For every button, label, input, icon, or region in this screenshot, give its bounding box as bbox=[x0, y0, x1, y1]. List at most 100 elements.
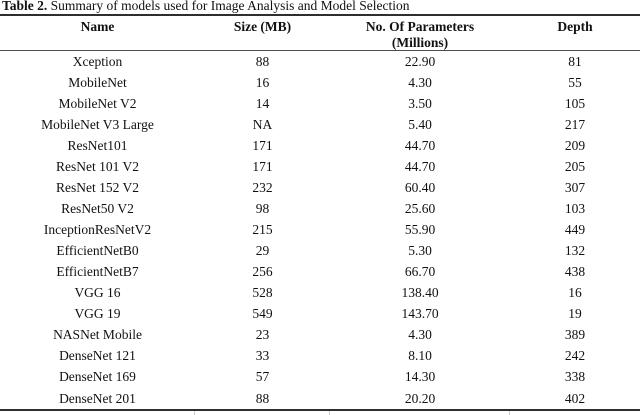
model-name-cell: ResNet 152 V2 bbox=[56, 179, 139, 195]
params-cell: 138.40 bbox=[401, 285, 439, 301]
column-header-parameters: No. Of Parameters (Millions) bbox=[330, 19, 510, 50]
size-cell: 88 bbox=[255, 53, 270, 69]
size-cell: 171 bbox=[252, 137, 273, 153]
model-name-cell: NASNet Mobile bbox=[53, 327, 142, 343]
cropped-next-row-borders bbox=[0, 411, 640, 415]
depth-cell: 16 bbox=[568, 285, 582, 301]
model-name-cell: ResNet 101 V2 bbox=[56, 158, 139, 174]
params-cell: 25.60 bbox=[404, 200, 436, 216]
params-cell: 8.10 bbox=[408, 348, 432, 364]
params-cell: 44.70 bbox=[404, 158, 436, 174]
model-name-cell: Xception bbox=[72, 53, 123, 69]
table-header-rule bbox=[0, 50, 640, 51]
params-cell: 4.30 bbox=[408, 74, 432, 90]
params-cell: 20.20 bbox=[404, 390, 436, 406]
table-caption-text: Summary of models used for Image Analysi… bbox=[47, 0, 410, 13]
size-cell: 549 bbox=[252, 306, 273, 322]
table-row: DenseNet 201 88 20.20 402 bbox=[0, 388, 640, 409]
table-row: VGG 16 528 138.40 16 bbox=[0, 283, 640, 304]
model-name-cell: MobileNet V3 Large bbox=[41, 116, 154, 132]
params-cell: 5.30 bbox=[408, 243, 432, 259]
model-name-cell: EfficientNetB7 bbox=[56, 264, 139, 280]
table-header-row: Name Size (MB) No. Of Parameters (Millio… bbox=[0, 16, 640, 50]
depth-cell: 242 bbox=[564, 348, 586, 364]
params-cell: 143.70 bbox=[401, 306, 439, 322]
depth-cell: 217 bbox=[564, 116, 586, 132]
size-cell: 23 bbox=[255, 327, 270, 343]
column-header-parameters-line1: No. Of Parameters bbox=[365, 19, 475, 34]
size-cell: 98 bbox=[255, 200, 270, 216]
depth-cell: 209 bbox=[564, 137, 586, 153]
table-row: MobileNet V2 14 3.50 105 bbox=[0, 93, 640, 114]
model-name-cell: DenseNet 169 bbox=[59, 369, 136, 385]
table-caption: Table 2. Summary of models used for Imag… bbox=[2, 0, 640, 13]
params-cell: 60.40 bbox=[404, 179, 436, 195]
depth-cell: 389 bbox=[564, 327, 586, 343]
model-name-cell: MobileNet V2 bbox=[58, 95, 137, 111]
table-caption-number: Table 2. bbox=[2, 0, 48, 13]
depth-cell: 105 bbox=[564, 95, 586, 111]
depth-cell: 81 bbox=[568, 53, 582, 69]
column-header-parameters-line2: (Millions) bbox=[391, 34, 449, 50]
size-cell: 16 bbox=[255, 74, 270, 90]
size-cell: 14 bbox=[255, 95, 270, 111]
size-cell: 528 bbox=[252, 285, 273, 301]
model-name-cell: ResNet101 bbox=[67, 137, 128, 153]
table-row: EfficientNetB0 29 5.30 132 bbox=[0, 241, 640, 262]
size-cell: 57 bbox=[255, 369, 270, 385]
table-row: ResNet 101 V2 171 44.70 205 bbox=[0, 156, 640, 177]
params-cell: 66.70 bbox=[404, 264, 436, 280]
params-cell: 14.30 bbox=[404, 369, 436, 385]
model-name-cell: EfficientNetB0 bbox=[56, 243, 139, 259]
table-row: ResNet 152 V2 232 60.40 307 bbox=[0, 177, 640, 198]
depth-cell: 55 bbox=[568, 74, 582, 90]
size-cell: 29 bbox=[255, 243, 270, 259]
size-cell: 88 bbox=[255, 390, 270, 406]
depth-cell: 307 bbox=[564, 179, 586, 195]
table-row: DenseNet 121 33 8.10 242 bbox=[0, 346, 640, 367]
size-cell: 256 bbox=[252, 264, 273, 280]
model-name-cell: DenseNet 121 bbox=[59, 348, 136, 364]
size-cell: 215 bbox=[252, 222, 273, 238]
column-header-name: Name bbox=[80, 19, 115, 34]
table-row: DenseNet 169 57 14.30 338 bbox=[0, 367, 640, 388]
depth-cell: 449 bbox=[564, 222, 586, 238]
params-cell: 44.70 bbox=[404, 137, 436, 153]
model-name-cell: MobileNet bbox=[68, 74, 127, 90]
depth-cell: 19 bbox=[568, 306, 582, 322]
column-divider-tick bbox=[194, 411, 195, 415]
model-name-cell: InceptionResNetV2 bbox=[43, 222, 152, 238]
table-row: InceptionResNetV2 215 55.90 449 bbox=[0, 220, 640, 241]
model-name-cell: ResNet50 V2 bbox=[61, 200, 134, 216]
depth-cell: 205 bbox=[564, 158, 586, 174]
depth-cell: 103 bbox=[564, 200, 586, 216]
table-row: Xception 88 22.90 81 bbox=[0, 51, 640, 72]
depth-cell: 338 bbox=[564, 369, 586, 385]
column-divider-tick bbox=[509, 411, 510, 415]
table-bottom-rule bbox=[0, 409, 640, 411]
params-cell: 22.90 bbox=[404, 53, 436, 69]
table-row: MobileNet 16 4.30 55 bbox=[0, 72, 640, 93]
table-row: VGG 19 549 143.70 19 bbox=[0, 304, 640, 325]
params-cell: 5.40 bbox=[408, 116, 432, 132]
model-name-cell: VGG 19 bbox=[74, 306, 121, 322]
model-name-cell: VGG 16 bbox=[74, 285, 121, 301]
model-name-cell: DenseNet 201 bbox=[59, 390, 136, 406]
column-header-size: Size (MB) bbox=[233, 19, 292, 34]
depth-cell: 402 bbox=[564, 390, 586, 406]
column-divider-tick bbox=[329, 411, 330, 415]
table-row: ResNet50 V2 98 25.60 103 bbox=[0, 198, 640, 219]
size-cell: NA bbox=[252, 116, 273, 132]
size-cell: 232 bbox=[252, 179, 273, 195]
table-row: EfficientNetB7 256 66.70 438 bbox=[0, 262, 640, 283]
table-top-rule bbox=[0, 14, 640, 16]
params-cell: 3.50 bbox=[408, 95, 432, 111]
depth-cell: 438 bbox=[564, 264, 586, 280]
table-row: MobileNet V3 Large NA 5.40 217 bbox=[0, 114, 640, 135]
table-row: NASNet Mobile 23 4.30 389 bbox=[0, 325, 640, 346]
depth-cell: 132 bbox=[564, 243, 586, 259]
table-row: ResNet101 171 44.70 209 bbox=[0, 135, 640, 156]
params-cell: 4.30 bbox=[408, 327, 432, 343]
size-cell: 33 bbox=[255, 348, 270, 364]
